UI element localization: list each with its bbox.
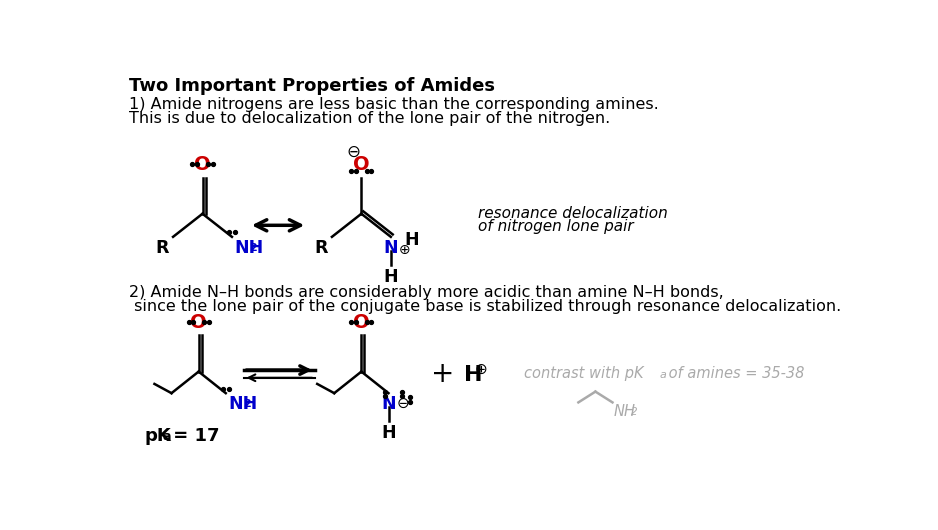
Text: resonance delocalization: resonance delocalization xyxy=(477,206,667,221)
Text: R: R xyxy=(156,239,169,257)
Text: ⊕: ⊕ xyxy=(475,363,487,377)
Text: 2: 2 xyxy=(243,399,250,409)
Text: NH: NH xyxy=(614,404,636,419)
Text: O: O xyxy=(190,313,207,332)
Text: O: O xyxy=(353,155,370,174)
Text: H: H xyxy=(381,424,396,442)
Text: since the lone pair of the conjugate base is stabilized through resonance deloca: since the lone pair of the conjugate bas… xyxy=(129,299,841,314)
Text: O: O xyxy=(353,313,370,332)
Text: This is due to delocalization of the lone pair of the nitrogen.: This is due to delocalization of the lon… xyxy=(129,111,610,126)
Text: a: a xyxy=(659,370,667,380)
Text: N: N xyxy=(381,395,396,413)
Text: of nitrogen lone pair: of nitrogen lone pair xyxy=(477,219,633,234)
Text: NH: NH xyxy=(234,239,264,257)
Text: 2: 2 xyxy=(631,407,638,417)
Text: N: N xyxy=(384,239,398,257)
Text: = 17: = 17 xyxy=(167,427,219,445)
Text: contrast with pK: contrast with pK xyxy=(524,366,643,381)
Text: of amines = 35-38: of amines = 35-38 xyxy=(664,366,805,381)
Text: R: R xyxy=(314,239,328,257)
Text: Two Important Properties of Amides: Two Important Properties of Amides xyxy=(129,77,495,95)
Text: O: O xyxy=(194,155,211,174)
Text: pK: pK xyxy=(144,427,171,445)
Text: +: + xyxy=(431,360,454,388)
Text: 2) Amide N–H bonds are considerably more acidic than amine N–H bonds,: 2) Amide N–H bonds are considerably more… xyxy=(129,285,723,301)
Text: a: a xyxy=(162,430,171,443)
Text: ⊖: ⊖ xyxy=(396,395,409,410)
Text: NH: NH xyxy=(228,395,257,413)
Text: H: H xyxy=(405,231,419,249)
Text: H: H xyxy=(464,366,483,385)
Text: H: H xyxy=(384,268,398,286)
Text: 2: 2 xyxy=(249,243,257,253)
Text: ⊕: ⊕ xyxy=(399,243,410,257)
Text: 1) Amide nitrogens are less basic than the corresponding amines.: 1) Amide nitrogens are less basic than t… xyxy=(129,98,658,112)
Text: ⊖: ⊖ xyxy=(347,143,360,161)
